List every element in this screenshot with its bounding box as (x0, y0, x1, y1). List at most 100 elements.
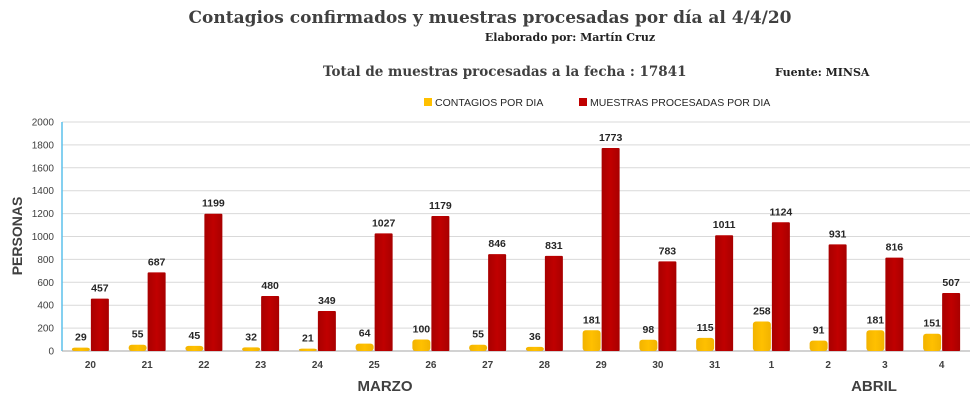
data-label: 115 (697, 322, 714, 334)
legend-label: MUESTRAS PROCESADAS POR DIA (590, 97, 770, 109)
x-tick-label: 2 (825, 360, 831, 371)
y-tick-label: 400 (37, 301, 54, 312)
muestras-bar (261, 296, 280, 351)
legend-swatch (579, 98, 587, 106)
data-label: 1011 (713, 219, 736, 231)
data-label: 29 (75, 332, 87, 344)
y-tick-label: 1200 (32, 209, 55, 220)
muestras-bar (601, 147, 620, 351)
data-label: 1773 (599, 132, 623, 144)
muestras-bar (658, 261, 677, 351)
data-label: 349 (318, 295, 336, 307)
data-label: 55 (472, 329, 484, 341)
y-tick-label: 1000 (32, 232, 55, 243)
contagios-bar (355, 343, 374, 351)
data-label: 45 (189, 330, 201, 342)
data-label: 783 (659, 245, 677, 257)
x-tick-label: 30 (652, 360, 664, 371)
data-label: 100 (413, 324, 431, 336)
contagios-bar (752, 321, 771, 351)
x-axis-ticks: 20 21 22 23 24 25 26 27 28 29 30 31 1 2 3 4 (85, 360, 945, 371)
source-text: Fuente: MINSA (775, 66, 870, 79)
muestras-bar (771, 222, 790, 351)
data-labels: 29 457 55 687 45 1199 32 480 21 349 64 1027 100 1179 5… (75, 132, 960, 345)
data-label: 457 (91, 283, 109, 295)
y-tick-label: 800 (37, 255, 54, 266)
contagios-bar (71, 347, 90, 351)
x-tick-label: 3 (882, 360, 888, 371)
x-tick-label: 23 (255, 360, 267, 371)
data-label: 816 (886, 242, 904, 254)
x-tick-label: 31 (709, 360, 721, 371)
x-tick-label: 28 (539, 360, 551, 371)
legend-swatch (424, 98, 432, 106)
x-tick-label: 29 (596, 360, 608, 371)
contagios-bar (185, 345, 204, 351)
muestras-bar (374, 233, 393, 351)
muestras-bar (90, 298, 109, 351)
data-label: 1199 (202, 198, 225, 210)
contagios-bar (866, 330, 885, 351)
data-label: 32 (245, 331, 257, 343)
x-tick-label: 20 (85, 360, 97, 371)
muestras-bar (204, 213, 223, 351)
data-label: 931 (829, 228, 847, 240)
contagios-bar (639, 339, 658, 351)
x-tick-label: 1 (769, 360, 775, 371)
y-tick-label: 200 (37, 324, 54, 335)
data-label: 55 (132, 329, 144, 341)
contagios-bar (525, 346, 544, 351)
data-label: 1179 (429, 200, 452, 212)
contagios-bar (128, 344, 147, 351)
data-label: 64 (359, 328, 371, 340)
legend: CONTAGIOS POR DIA MUESTRAS PROCESADAS POR… (424, 97, 770, 109)
data-label: 1027 (372, 217, 396, 229)
x-tick-label: 4 (939, 360, 945, 371)
muestras-bar (885, 257, 904, 351)
data-label: 91 (813, 325, 825, 337)
muestras-bar (715, 235, 734, 351)
muestras-bar (488, 254, 507, 351)
data-label: 181 (583, 314, 601, 326)
x-tick-label: 21 (142, 360, 154, 371)
data-label: 831 (545, 240, 563, 252)
muestras-bar (942, 292, 961, 351)
contagios-bar (696, 337, 715, 351)
total-samples-text: Total de muestras procesadas a la fecha … (323, 64, 687, 80)
data-label: 258 (753, 305, 771, 317)
y-tick-label: 1600 (32, 163, 55, 174)
month-label-marzo: MARZO (358, 378, 413, 395)
muestras-bar (544, 255, 563, 351)
chart-author: Elaborado por: Martín Cruz (484, 31, 656, 44)
data-label: 151 (923, 318, 941, 330)
data-label: 98 (643, 324, 655, 336)
y-tick-label: 2000 (32, 118, 55, 129)
contagios-bar (809, 340, 828, 351)
x-tick-label: 25 (369, 360, 381, 371)
data-label: 181 (867, 314, 885, 326)
y-axis-ticks: 0 200 400 600 800 1000 1200 1400 1600 1800 2000 (32, 118, 55, 358)
data-label: 36 (529, 331, 541, 343)
x-tick-label: 26 (425, 360, 437, 371)
y-tick-label: 1400 (32, 186, 55, 197)
data-label: 1124 (769, 206, 792, 218)
contagios-bar (582, 330, 601, 351)
data-label: 480 (261, 280, 279, 292)
legend-label: CONTAGIOS POR DIA (435, 97, 543, 109)
x-tick-label: 24 (312, 360, 324, 371)
contagios-bar (298, 348, 317, 351)
y-tick-label: 1800 (32, 140, 55, 151)
data-label: 846 (488, 238, 506, 250)
y-axis-label: PERSONAS (9, 197, 25, 276)
contagios-bar (923, 333, 942, 351)
muestras-bar (317, 311, 336, 351)
x-tick-label: 22 (198, 360, 210, 371)
data-label: 507 (942, 277, 960, 289)
muestras-bar (147, 272, 166, 351)
muestras-bar (431, 216, 450, 351)
muestras-bar (828, 244, 847, 351)
bars (71, 147, 961, 351)
contagios-bar (412, 339, 431, 351)
y-tick-label: 600 (37, 278, 54, 289)
